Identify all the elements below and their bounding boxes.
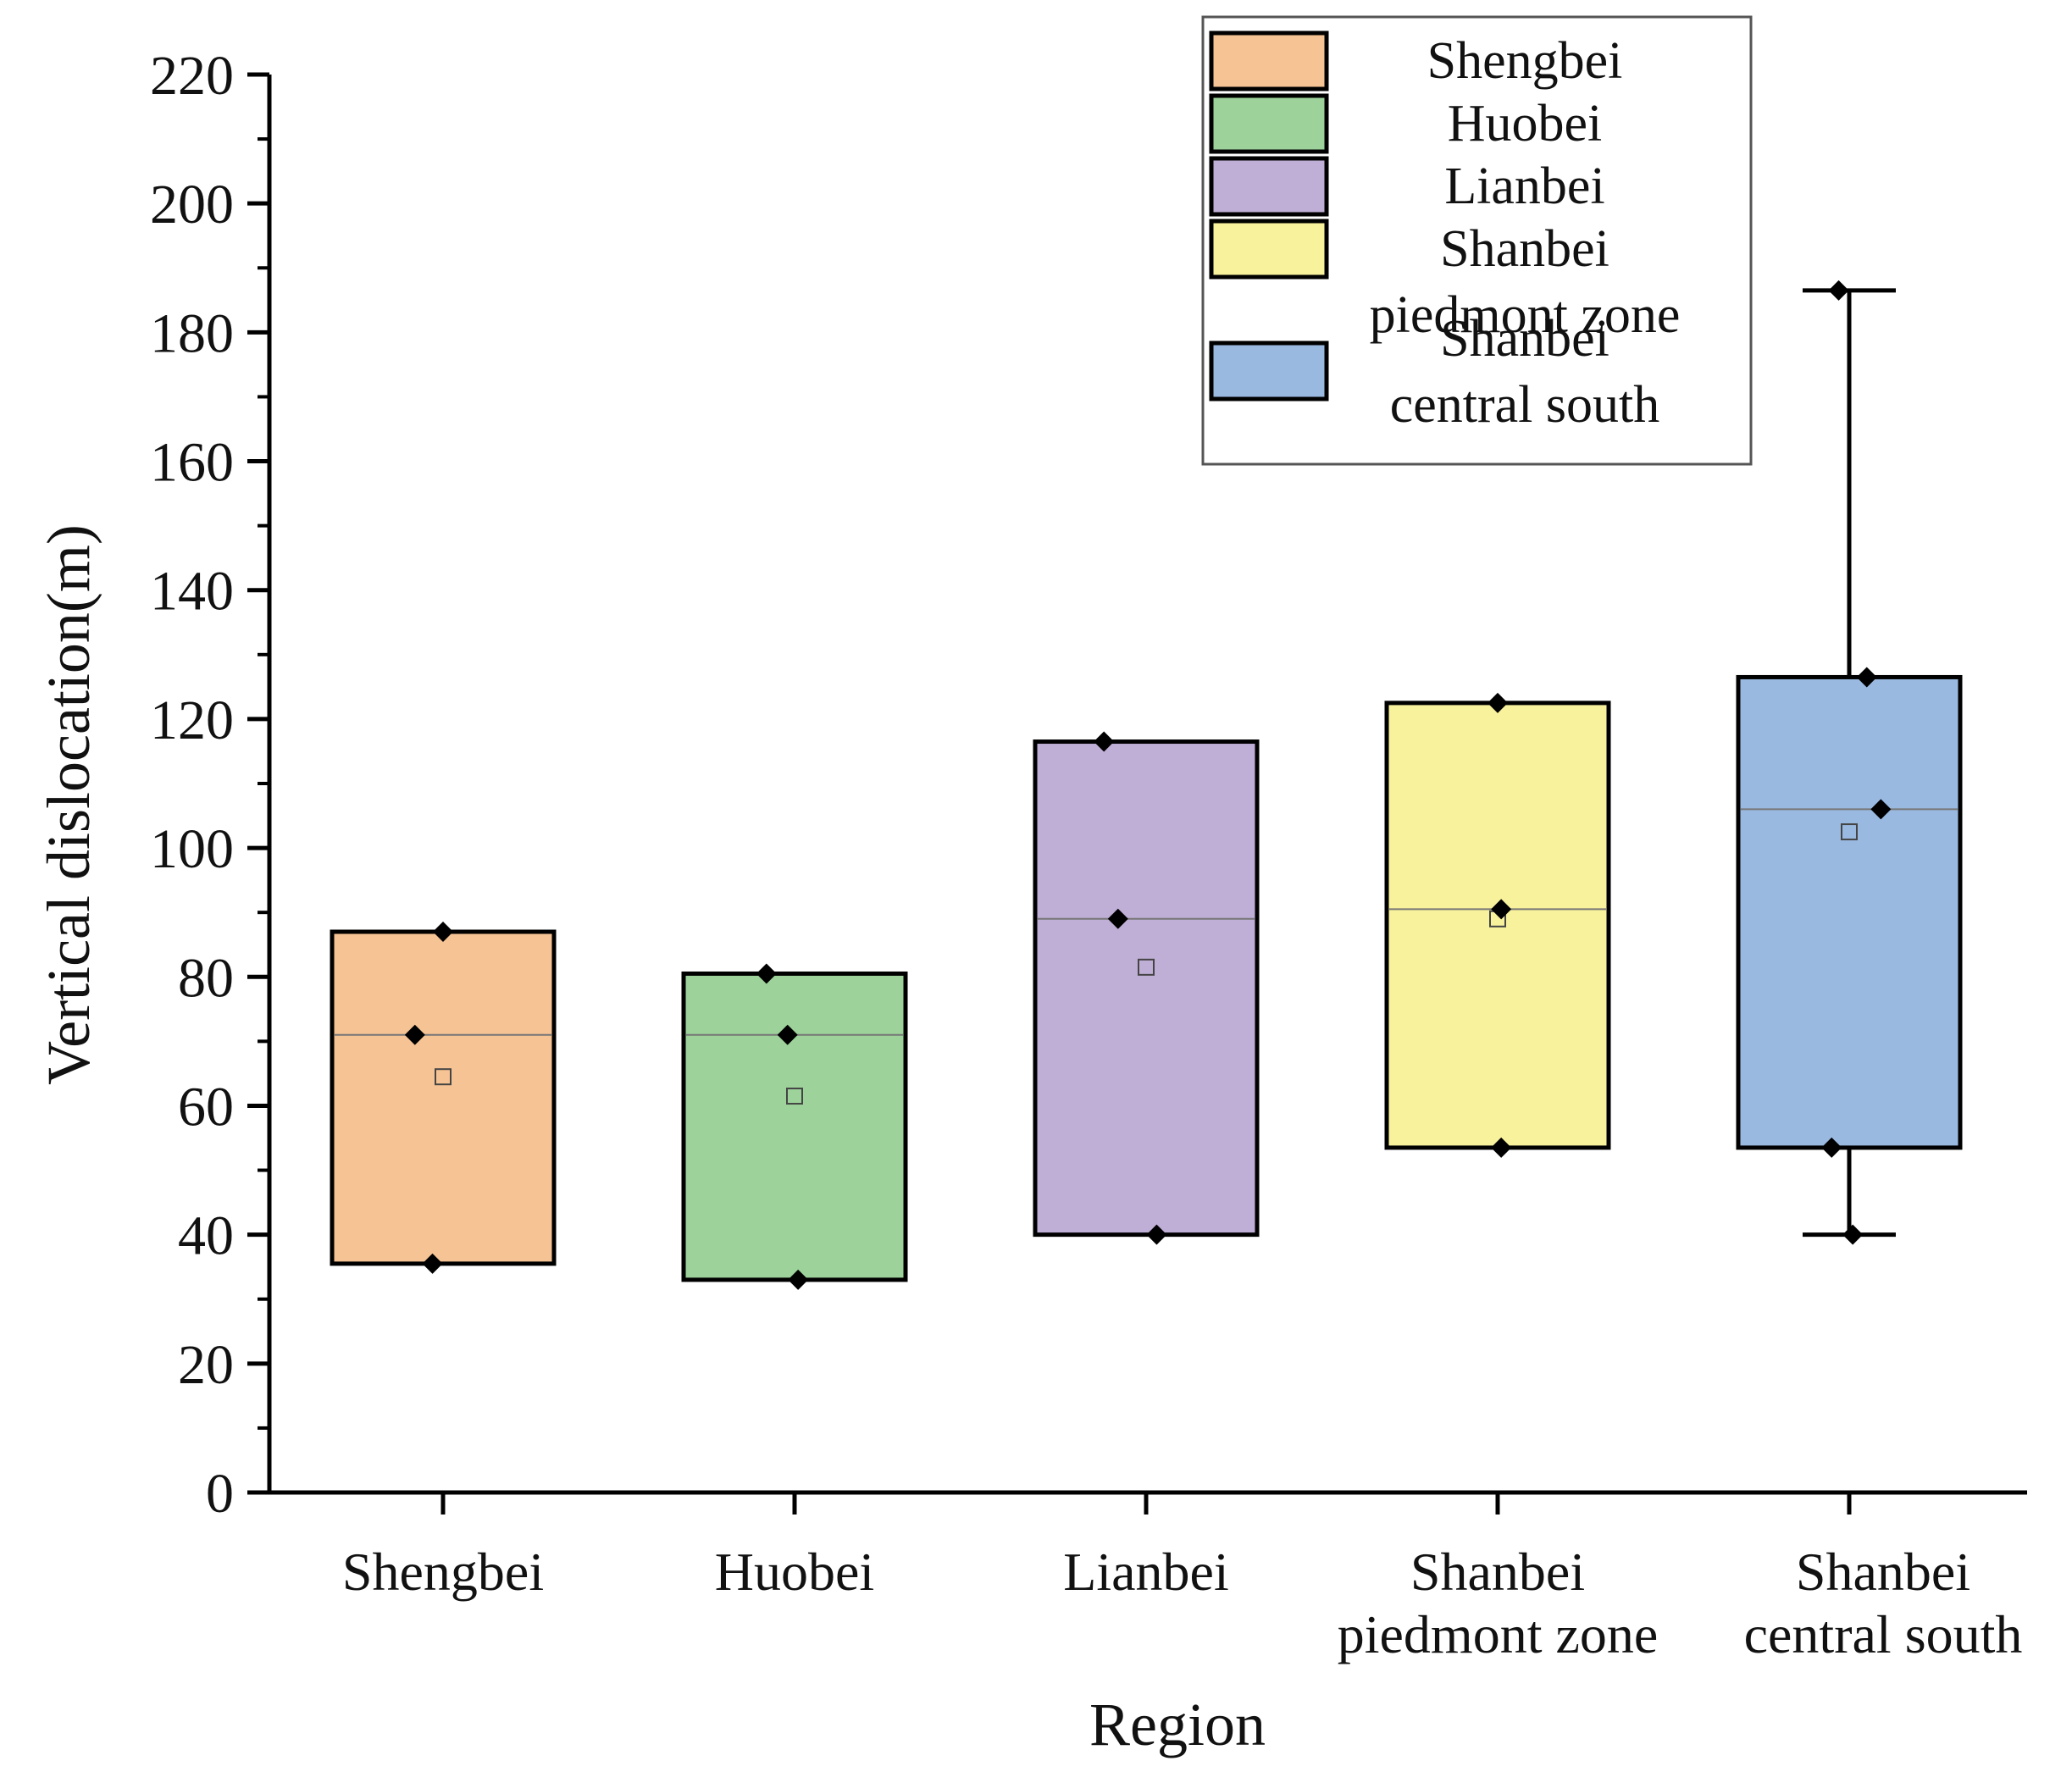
data-point — [1107, 908, 1128, 929]
x-tick-label-line: Shanbei — [1410, 1542, 1585, 1602]
x-axis-title: Region — [1089, 1691, 1266, 1758]
legend-label-line: piedmont zone — [1370, 286, 1681, 344]
y-tick-label: 100 — [150, 818, 234, 880]
legend-label-line: Shanbei — [1440, 220, 1609, 278]
x-tick-label: Lianbei — [1063, 1542, 1228, 1602]
box-body — [1736, 674, 1963, 1150]
mean-marker — [786, 1088, 803, 1105]
mean-marker — [435, 1068, 452, 1086]
box-body — [330, 929, 557, 1266]
y-tick-label: 20 — [178, 1334, 234, 1396]
legend-label: Shengbei — [1427, 32, 1623, 90]
y-tick-label: 180 — [150, 302, 234, 364]
data-point — [422, 1253, 443, 1274]
axes: 0 20 40 60 80 100 120 140 160 180 200 220 Shengbei Hu… — [150, 45, 2027, 1664]
x-tick-label-line: Shengbei — [342, 1542, 544, 1602]
box-body — [1384, 700, 1611, 1150]
legend-swatch — [1209, 93, 1329, 154]
data-point — [1488, 692, 1508, 713]
box-series — [330, 280, 1963, 1290]
y-tick-label: 140 — [150, 561, 234, 623]
data-point — [433, 922, 453, 943]
data-point — [1094, 731, 1115, 752]
legend-label: Shanbei central south — [1390, 310, 1660, 434]
legend-swatch — [1209, 219, 1329, 280]
x-tick-label-line: Lianbei — [1063, 1542, 1228, 1602]
x-tick-label-line: Huobei — [715, 1542, 874, 1602]
x-tick-label: Shengbei — [342, 1542, 544, 1602]
legend-label-line: Shengbei — [1427, 32, 1623, 90]
legend-label-line: central south — [1390, 376, 1660, 434]
y-tick-label: 40 — [178, 1205, 234, 1267]
box-body — [1033, 739, 1260, 1238]
y-tick-label: 220 — [150, 45, 234, 107]
box-body — [681, 971, 908, 1282]
x-tick-label: Shanbei piedmont zone — [1338, 1542, 1659, 1664]
box-shanbei-piedmont-zone — [1384, 692, 1611, 1158]
data-point — [1870, 799, 1892, 820]
x-tick-label-line: piedmont zone — [1338, 1604, 1659, 1664]
mean-marker — [1841, 823, 1858, 841]
y-axis-title: Vertical dislocation(m) — [35, 524, 102, 1085]
x-tick-label-line: central south — [1744, 1604, 2023, 1664]
legend-swatch — [1209, 30, 1329, 91]
x-tick-label: Huobei — [715, 1542, 874, 1602]
data-point — [1828, 280, 1849, 301]
y-tick-label: 0 — [206, 1463, 234, 1525]
legend-label-line: Shanbei — [1440, 310, 1609, 368]
data-point — [1491, 899, 1512, 920]
legend-label: Huobei — [1448, 95, 1603, 152]
y-tick-label: 200 — [150, 174, 234, 235]
data-point — [756, 963, 777, 984]
box-shengbei — [330, 922, 557, 1274]
data-point — [788, 1269, 809, 1290]
mean-marker — [1138, 958, 1155, 976]
box-shanbei-central-south — [1736, 280, 1963, 1245]
x-tick-label: Shanbei central south — [1744, 1542, 2023, 1664]
data-point — [1146, 1224, 1167, 1245]
data-point — [777, 1024, 798, 1045]
data-point — [404, 1024, 425, 1045]
y-tick-label: 160 — [150, 432, 234, 494]
data-point — [1842, 1224, 1864, 1245]
box-huobei — [681, 963, 908, 1290]
y-tick-label: 120 — [150, 689, 234, 751]
legend-label: Lianbei — [1444, 158, 1604, 215]
data-point — [1856, 667, 1877, 688]
legend-swatch — [1209, 156, 1329, 217]
y-tick-label: 80 — [178, 947, 234, 1009]
data-point — [1821, 1137, 1842, 1158]
axis-labels: Region Vertical dislocation(m) — [35, 524, 1266, 1758]
legend-label: Shanbei piedmont zone — [1370, 220, 1681, 344]
legend-label-line: Huobei — [1448, 95, 1603, 152]
legend-label-line: Lianbei — [1444, 158, 1604, 215]
y-tick-label: 60 — [178, 1076, 234, 1138]
data-point — [1491, 1137, 1512, 1158]
x-tick-label-line: Shanbei — [1796, 1542, 1970, 1602]
legend-swatch — [1209, 341, 1329, 401]
box-lianbei — [1033, 731, 1260, 1245]
